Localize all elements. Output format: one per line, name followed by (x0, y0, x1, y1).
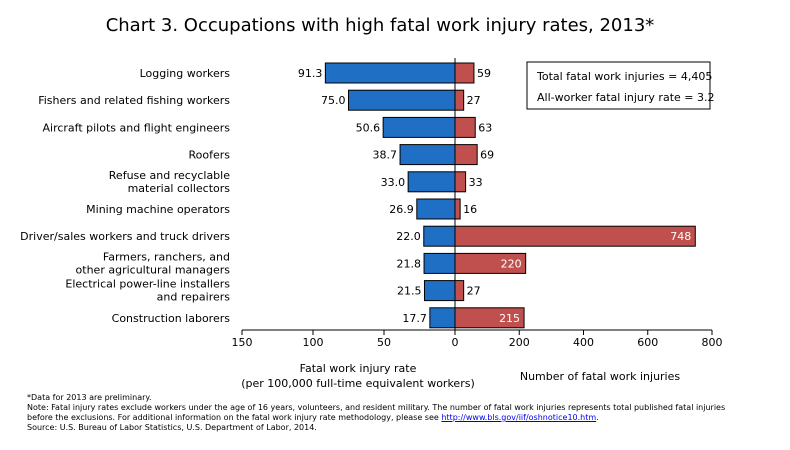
count-value-label: 59 (477, 67, 491, 80)
count-value-label: 27 (467, 285, 481, 298)
category-label: Electrical power-line installers and repa… (65, 278, 230, 304)
category-label-line: Refuse and recyclable (109, 169, 230, 182)
count-value-label: 215 (499, 312, 520, 325)
rate-value-label: 21.8 (397, 257, 422, 270)
rate-value-label: 22.0 (396, 230, 421, 243)
rate-tick-label: 150 (232, 336, 253, 349)
rate-value-label: 26.9 (389, 203, 414, 216)
rate-bar (423, 225, 456, 247)
count-value-label: 33 (469, 176, 483, 189)
legend-all-worker-rate: All-worker fatal injury rate = 3.2 (537, 91, 714, 104)
category-label-line: other agricultural managers (76, 263, 231, 276)
rate-value-label: 91.3 (298, 67, 323, 80)
rate-axis-title-line2: (per 100,000 full-time equivalent worker… (241, 377, 475, 390)
count-value-label: 63 (478, 121, 492, 134)
category-label: Fishers and related fishing workers (38, 94, 230, 107)
rate-bar (423, 252, 456, 274)
rate-bar (324, 62, 456, 84)
count-tick-label: 800 (702, 336, 723, 349)
count-value-label: 69 (480, 149, 494, 162)
rate-bar (416, 198, 456, 220)
footnotes: *Data for 2013 are preliminary. Note: Fa… (27, 393, 747, 433)
rate-bar (348, 89, 456, 111)
count-bar (454, 144, 478, 166)
count-value-label: 748 (670, 230, 691, 243)
category-label: Mining machine operators (86, 203, 230, 216)
rate-bar (407, 171, 456, 193)
category-label: Farmers, ranchers, and other agricultural… (76, 250, 231, 276)
rate-bar (429, 307, 456, 329)
rate-value-label: 21.5 (397, 285, 422, 298)
count-tick-label: 200 (509, 336, 530, 349)
legend: Total fatal work injuries = 4,405 All-wo… (526, 61, 714, 110)
rate-axis-title-line1: Fatal work injury rate (300, 362, 417, 375)
x-axis: 150 100 50 0 200 400 600 800 (232, 58, 723, 349)
rate-bar (399, 144, 456, 166)
count-bar (454, 198, 461, 220)
count-bar (454, 225, 696, 247)
count-axis-title: Number of fatal work injuries (520, 370, 681, 383)
category-label-line: Electrical power-line installers (65, 278, 230, 291)
rate-value-label: 50.6 (356, 121, 381, 134)
note-line1: Note: Fatal injury rates exclude workers… (27, 403, 726, 412)
note-line2-text: before the exclusions. For additional in… (27, 413, 442, 422)
category-label-line: Farmers, ranchers, and (103, 250, 230, 263)
count-bar (454, 89, 465, 111)
count-tick-label: 400 (573, 336, 594, 349)
note-line2: before the exclusions. For additional in… (27, 413, 747, 423)
count-tick-label: 0 (452, 336, 459, 349)
category-labels: Logging workers Fishers and related fishi… (20, 67, 230, 325)
count-value-label: 27 (467, 94, 481, 107)
source-note: Source: U.S. Bureau of Labor Statistics,… (27, 423, 317, 432)
category-label-line: material collectors (128, 182, 231, 195)
count-bars: 59 27 63 69 33 16 748 220 27 215 (454, 62, 696, 329)
chart: Chart 3. Occupations with high fatal wor… (20, 15, 723, 390)
axis-titles: Fatal work injury rate (per 100,000 full… (241, 362, 680, 390)
legend-total-injuries: Total fatal work injuries = 4,405 (536, 70, 712, 83)
chart-title: Chart 3. Occupations with high fatal wor… (106, 15, 655, 36)
count-bar (454, 62, 475, 84)
count-tick-label: 600 (637, 336, 658, 349)
category-label: Logging workers (140, 67, 231, 80)
methodology-link[interactable]: http://www.bls.gov/iif/oshnotice10.htm (441, 413, 597, 422)
category-label: Refuse and recyclable material collectors (109, 169, 230, 195)
preliminary-note: *Data for 2013 are preliminary. (27, 393, 152, 402)
rate-bar (382, 116, 456, 138)
rate-value-label: 17.7 (402, 312, 427, 325)
rate-bars: 91.3 75.0 50.6 38.7 33.0 26.9 22.0 21.8 21.5 17.7 (298, 62, 456, 329)
category-label: Roofers (188, 149, 230, 162)
rate-value-label: 33.0 (381, 176, 406, 189)
rate-value-label: 38.7 (373, 149, 398, 162)
category-label: Driver/sales workers and truck drivers (20, 230, 230, 243)
count-value-label: 16 (463, 203, 477, 216)
rate-value-label: 75.0 (321, 94, 346, 107)
note-line2-end: . (596, 413, 599, 422)
category-label: Aircraft pilots and flight engineers (42, 121, 230, 134)
count-value-label: 220 (501, 257, 522, 270)
category-label: Construction laborers (112, 312, 231, 325)
count-bar (454, 116, 476, 138)
rate-tick-label: 50 (377, 336, 391, 349)
count-bar (454, 171, 467, 193)
rate-bar (423, 280, 456, 302)
category-label-line: and repairers (157, 291, 231, 304)
rate-tick-label: 100 (303, 336, 324, 349)
count-bar (454, 280, 465, 302)
legend-frame (526, 61, 711, 110)
